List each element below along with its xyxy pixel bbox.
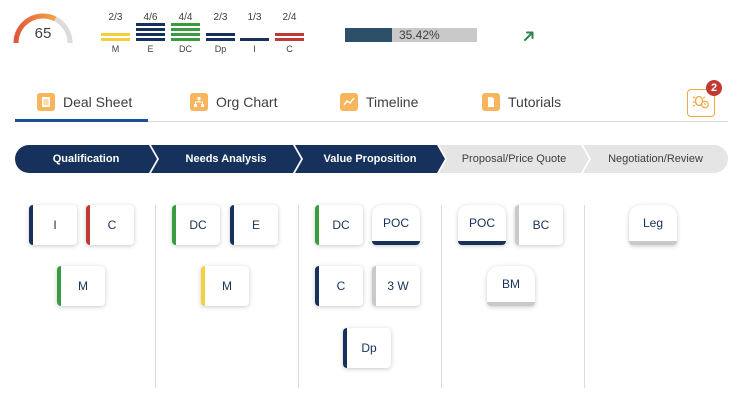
metric-fraction: 4/4 bbox=[178, 12, 193, 23]
metric-fraction: 2/4 bbox=[282, 12, 297, 23]
metric-fraction: 4/6 bbox=[143, 12, 158, 23]
metric-bar-segment bbox=[136, 33, 165, 36]
stage-label: Negotiation/Review bbox=[608, 153, 703, 165]
metric-c: 2/4 C bbox=[275, 12, 304, 54]
hierarchy-icon bbox=[190, 93, 208, 111]
metric-bar-segment bbox=[206, 33, 235, 36]
metric-label: I bbox=[253, 44, 256, 54]
metric-bar-segment bbox=[171, 33, 200, 36]
metric-bar-segment bbox=[275, 33, 304, 36]
metric-bar-segment bbox=[240, 38, 269, 41]
arrow-up-right-icon bbox=[521, 28, 537, 44]
criteria-card[interactable]: DC bbox=[172, 205, 220, 245]
metric-label: M bbox=[111, 44, 120, 54]
stage-needs-analysis[interactable]: Needs Analysis bbox=[151, 145, 301, 173]
metric-dc: 4/4 DC bbox=[171, 12, 200, 54]
stage-label: Value Proposition bbox=[323, 153, 417, 165]
progress-fill bbox=[345, 28, 392, 42]
metric-bar-segment bbox=[101, 38, 130, 41]
metric-bar-segment bbox=[171, 23, 200, 26]
metric-label: E bbox=[147, 44, 154, 54]
tab-bar: Deal Sheet Org Chart Timeline Tutorials bbox=[15, 88, 728, 122]
sales-path: Qualification Needs Analysis Value Propo… bbox=[15, 145, 728, 173]
criteria-card[interactable]: M bbox=[201, 266, 249, 306]
metric-bar-segment bbox=[206, 38, 235, 41]
tab-tutorials[interactable]: Tutorials bbox=[482, 88, 592, 122]
column-divider bbox=[584, 205, 585, 388]
tab-deal-sheet[interactable]: Deal Sheet bbox=[15, 88, 148, 122]
tab-label: Timeline bbox=[366, 94, 419, 110]
metric-m: 2/3 M bbox=[101, 12, 130, 54]
criteria-card[interactable]: BC bbox=[515, 205, 563, 245]
metric-label: Dp bbox=[214, 44, 227, 54]
tab-label: Org Chart bbox=[216, 94, 278, 110]
notification-count-badge: 2 bbox=[706, 80, 722, 96]
score-value: 65 bbox=[34, 25, 52, 42]
stage-negotiation-review[interactable]: Negotiation/Review bbox=[583, 145, 728, 173]
tab-timeline[interactable]: Timeline bbox=[340, 88, 450, 122]
stage-qualification[interactable]: Qualification bbox=[15, 145, 157, 173]
criteria-card[interactable]: 3 W bbox=[372, 266, 420, 306]
criteria-card[interactable]: C bbox=[315, 266, 363, 306]
criteria-card[interactable]: I bbox=[29, 205, 77, 245]
column-divider bbox=[298, 205, 299, 388]
metric-bar-segment bbox=[136, 38, 165, 41]
tab-label: Deal Sheet bbox=[63, 94, 133, 110]
metric-bars bbox=[240, 31, 269, 41]
metric-bar-segment bbox=[171, 38, 200, 41]
stage-proposal-price-quote[interactable]: Proposal/Price Quote bbox=[439, 145, 589, 173]
score-gauge: 65 bbox=[10, 10, 76, 48]
metric-bars bbox=[171, 23, 200, 41]
criteria-card[interactable]: DC bbox=[315, 205, 363, 245]
stage-value-proposition[interactable]: Value Proposition bbox=[295, 145, 445, 173]
criteria-card[interactable]: Leg bbox=[629, 205, 677, 245]
criteria-card[interactable]: E bbox=[230, 205, 278, 245]
stage-label: Proposal/Price Quote bbox=[461, 153, 567, 165]
metric-bar-segment bbox=[275, 38, 304, 41]
metric-e: 4/6 E bbox=[136, 12, 165, 54]
column-divider bbox=[441, 205, 442, 388]
metric-bar-segment bbox=[136, 28, 165, 31]
tab-org-chart[interactable]: Org Chart bbox=[190, 88, 300, 122]
win-probability-bar: 35.42% bbox=[345, 28, 477, 42]
metric-bar-segment bbox=[171, 28, 200, 31]
stage-label: Qualification bbox=[52, 153, 120, 165]
metric-bars bbox=[206, 31, 235, 41]
stage-label: Needs Analysis bbox=[185, 153, 267, 165]
criteria-card[interactable]: BM bbox=[487, 266, 535, 306]
metric-bars bbox=[101, 31, 130, 41]
metric-bars bbox=[275, 31, 304, 41]
bug-alert-icon bbox=[692, 92, 710, 115]
file-icon bbox=[482, 93, 500, 111]
column-divider bbox=[155, 205, 156, 388]
tab-label: Tutorials bbox=[508, 94, 562, 110]
metric-bar-segment bbox=[101, 33, 130, 36]
criteria-card[interactable]: Dp bbox=[343, 328, 391, 368]
criteria-card[interactable]: POC bbox=[372, 205, 420, 245]
metric-bar-segment bbox=[136, 23, 165, 26]
metric-bars bbox=[136, 23, 165, 41]
metric-fraction: 1/3 bbox=[247, 12, 262, 23]
metric-i: 1/3 I bbox=[240, 12, 269, 54]
criteria-card[interactable]: POC bbox=[458, 205, 506, 245]
criteria-card[interactable]: C bbox=[86, 205, 134, 245]
line-chart-icon bbox=[340, 93, 358, 111]
metric-label: C bbox=[286, 44, 293, 54]
progress-text: 35.42% bbox=[399, 28, 440, 42]
metric-fraction: 2/3 bbox=[108, 12, 123, 23]
document-icon bbox=[37, 93, 55, 111]
metric-label: DC bbox=[179, 44, 192, 54]
metric-fraction: 2/3 bbox=[213, 12, 228, 23]
metric-dp: 2/3 Dp bbox=[206, 12, 235, 54]
criteria-card[interactable]: M bbox=[57, 266, 105, 306]
